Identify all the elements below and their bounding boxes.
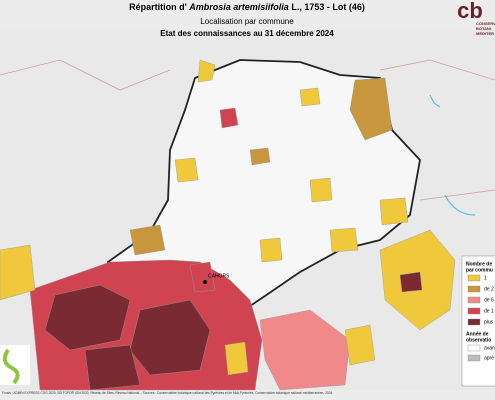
footer: Fonds : ADMIN EXPRESS COG 2020, BD TOPO®… <box>2 391 332 395</box>
legend-label: de 1 <box>484 308 494 314</box>
legend-title: observatio <box>466 337 491 343</box>
logo-line: BOTANI <box>476 26 491 31</box>
legend-label: de 2 <box>484 286 494 292</box>
legend-label: de 6 <box>484 297 494 303</box>
legend-swatch <box>467 344 481 352</box>
legend-label: avan <box>484 345 495 351</box>
legend-swatch <box>467 274 481 282</box>
legend-label: plus <box>484 319 494 325</box>
legend-swatch <box>467 307 481 315</box>
title-prefix: Répartition d' <box>129 2 187 12</box>
rivers <box>429 94 476 216</box>
title-species: Ambrosia artemisiifolia <box>188 2 289 12</box>
map-title: Répartition d' Ambrosia artemisiifolia L… <box>129 2 365 12</box>
logo-line: MÉDITER <box>476 31 494 36</box>
legend-label: aprè <box>484 355 494 361</box>
logo-mark: cb <box>457 0 483 23</box>
subtitle: Localisation par commune <box>200 17 294 26</box>
legend-title: Année de <box>466 331 489 337</box>
logo-line: CONSERV <box>476 21 495 26</box>
legend-title: Nombre de <box>466 261 492 267</box>
legend-title: par commu <box>466 267 493 273</box>
legend-swatch <box>467 285 481 293</box>
legend-swatch <box>467 296 481 304</box>
legend-swatch <box>467 318 481 326</box>
partner-logo-mark <box>2 348 20 385</box>
legend-swatch <box>467 354 481 362</box>
communes <box>0 59 456 391</box>
title-suffix: L., 1753 - Lot (46) <box>291 2 365 12</box>
city-label: CAHORS <box>208 273 230 279</box>
border-lines <box>0 59 495 201</box>
date-line: Etat des connaissances au 31 décembre 20… <box>160 29 334 38</box>
city-point <box>203 280 207 284</box>
legend-label: 1 <box>484 275 487 281</box>
